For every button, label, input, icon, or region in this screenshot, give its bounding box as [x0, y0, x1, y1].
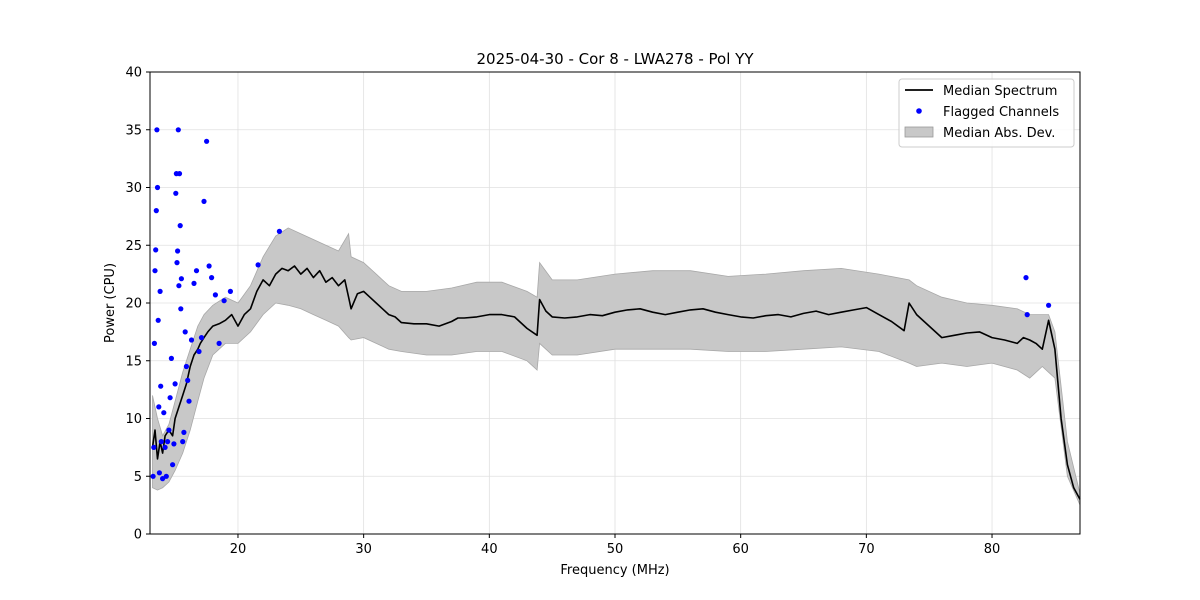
flagged-channel-point	[180, 439, 186, 445]
flagged-channel-point	[161, 410, 167, 416]
legend-label-flagged-channels: Flagged Channels	[943, 105, 1059, 120]
flagged-channel-point	[154, 127, 160, 133]
legend-label-median-spectrum: Median Spectrum	[943, 84, 1057, 99]
flagged-channel-point	[167, 395, 173, 401]
flagged-channel-point	[152, 268, 158, 274]
flagged-channel-point	[206, 263, 212, 269]
flagged-channel-point	[198, 335, 205, 341]
flagged-channel-point	[201, 198, 207, 204]
flagged-channel-point	[151, 444, 157, 450]
x-tick-label: 40	[481, 542, 498, 557]
x-tick-label: 60	[732, 542, 749, 557]
flagged-channel-point	[181, 429, 187, 435]
flagged-channel-point	[150, 473, 156, 479]
legend: Median Spectrum Flagged Channels Median …	[898, 78, 1075, 148]
flagged-channel-point	[153, 247, 159, 253]
flagged-channel-point	[186, 398, 192, 404]
y-axis-label: Power (CPU)	[103, 263, 118, 343]
flagged-channel-point	[178, 276, 184, 282]
flagged-channel-point	[157, 288, 163, 294]
x-tick-label: 70	[858, 542, 875, 557]
flagged-channel-point	[193, 268, 200, 274]
flagged-channel-point	[227, 288, 233, 294]
flagged-channel-point	[176, 171, 183, 177]
y-tick-label: 15	[125, 354, 142, 369]
flagged-channel-point	[185, 377, 191, 383]
flagged-channel-point	[182, 329, 188, 335]
y-tick-label: 5	[134, 470, 142, 485]
flagged-channel-point	[156, 470, 162, 476]
flagged-channel-point	[196, 348, 202, 355]
y-tick-label: 25	[125, 239, 142, 254]
y-tick-label: 30	[125, 181, 142, 196]
flagged-channel-point	[175, 127, 181, 133]
flagged-channel-point	[173, 190, 179, 196]
x-tick-label: 50	[607, 542, 624, 557]
flagged-channel-point	[155, 317, 161, 323]
flagged-channel-point	[151, 340, 157, 346]
x-axis-ticks: 20 30 40 50 60 70 80	[230, 534, 1001, 557]
flagged-channel-point	[188, 337, 195, 343]
y-tick-label: 10	[125, 412, 142, 427]
flagged-channel-point	[165, 439, 171, 445]
flagged-channel-point	[209, 275, 215, 281]
flagged-channel-point	[156, 404, 162, 410]
flagged-channel-point	[154, 184, 161, 191]
flagged-channel-point	[175, 248, 181, 254]
flagged-channel-point	[174, 260, 180, 266]
flagged-channel-point	[166, 427, 172, 433]
x-axis-label: Frequency (MHz)	[560, 563, 669, 578]
flagged-channel-point	[163, 473, 169, 479]
flagged-channel-point	[160, 476, 166, 482]
flagged-channel-point	[276, 228, 282, 234]
flagged-channel-point	[177, 223, 183, 229]
legend-box	[898, 78, 1075, 148]
flagged-channel-point	[1024, 312, 1030, 318]
flagged-channel-point	[158, 383, 164, 389]
flagged-channel-point	[178, 306, 184, 312]
flagged-channel-point	[176, 283, 182, 289]
flagged-channel-point	[204, 138, 210, 144]
flagged-channel-point	[168, 355, 174, 361]
y-tick-label: 20	[125, 297, 142, 312]
y-tick-label: 40	[125, 66, 142, 81]
y-tick-label: 0	[134, 528, 142, 543]
flagged-channel-point	[255, 262, 261, 268]
x-tick-label: 30	[355, 542, 372, 557]
legend-band-swatch	[904, 126, 934, 138]
legend-point-swatch	[916, 108, 922, 114]
flagged-channel-point	[1046, 302, 1052, 308]
flagged-channel-point	[153, 208, 159, 214]
y-tick-label: 35	[125, 123, 142, 138]
median-spectrum-line	[151, 265, 1081, 500]
flagged-channel-point	[191, 280, 197, 286]
flagged-channel-point	[212, 292, 218, 298]
flagged-channel-point	[172, 381, 178, 387]
x-tick-label: 80	[984, 542, 1001, 557]
median-spectrum-path	[151, 265, 1081, 500]
legend-label-median-abs-dev: Median Abs. Dev.	[943, 126, 1055, 141]
flagged-channel-point	[216, 340, 222, 346]
flagged-channel-point	[171, 441, 177, 447]
flagged-channel-point	[170, 462, 176, 468]
chart-title: 2025-04-30 - Cor 8 - LWA278 - Pol YY	[477, 50, 755, 68]
x-tick-label: 20	[230, 542, 247, 557]
flagged-channel-point	[1023, 275, 1029, 281]
flagged-channels	[150, 127, 1052, 482]
y-axis-ticks: 0 5 10 15 20 25 30 35 40	[125, 66, 150, 543]
flagged-channel-point	[221, 298, 227, 304]
flagged-channel-point	[162, 444, 168, 450]
flagged-channel-point	[183, 363, 189, 370]
flagged-channel-point	[158, 439, 164, 445]
